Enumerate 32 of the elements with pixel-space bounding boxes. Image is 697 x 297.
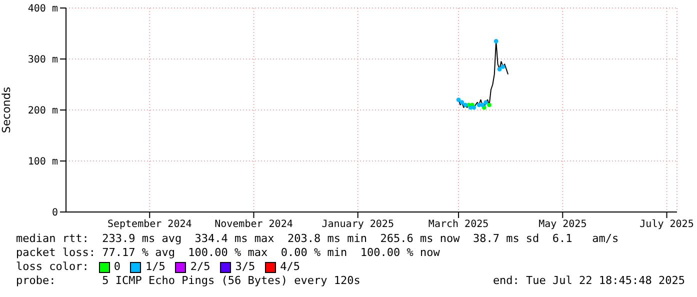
x-tick-label: March 2025 (428, 219, 489, 230)
x-tick-label: September 2024 (107, 219, 192, 230)
text: packet loss: 77.17 % avg 100.00 % max 0.00 % min 100.00 % now (16, 246, 441, 260)
y-tick-label: 100 m (28, 156, 58, 168)
point (463, 102, 468, 108)
y-tick-label: 300 m (28, 54, 58, 66)
point (472, 105, 476, 110)
point (494, 38, 498, 44)
x-tick-label: July 2025 (640, 219, 694, 230)
legend-title: loss color: (16, 260, 89, 274)
point (456, 98, 461, 102)
point (484, 100, 488, 105)
point (487, 102, 492, 108)
y-tick-label: 400 m (28, 4, 58, 15)
point (500, 64, 506, 69)
x-tick-label: January 2025 (322, 219, 394, 230)
point (497, 67, 502, 72)
point (480, 102, 485, 108)
text: probe: 5 ICMP Echo Pings (56 Bytes) every 120s (16, 274, 360, 288)
y-axis-title: Seconds (0, 86, 13, 134)
x-tick-label: May 2025 (538, 219, 587, 230)
y-tick-label: 0 (52, 208, 58, 219)
legend-label: 3/5 (235, 260, 256, 274)
legend-label: 1/5 (145, 260, 166, 274)
x-tick-label: November 2024 (214, 219, 293, 230)
legend-label: 2/5 (190, 260, 210, 274)
text: end: Tue Jul 22 18:45:48 2025 (492, 274, 685, 288)
legend-label: 4/5 (280, 260, 300, 274)
text: median rtt: 233.9 ms avg 334.4 ms max 203.8 ms min 265.6 ms now 38.7 ms sd 6.1 am/s (16, 232, 620, 246)
legend-label: 0 (114, 260, 120, 274)
y-tick-label: 200 m (28, 106, 58, 117)
point (460, 100, 464, 105)
